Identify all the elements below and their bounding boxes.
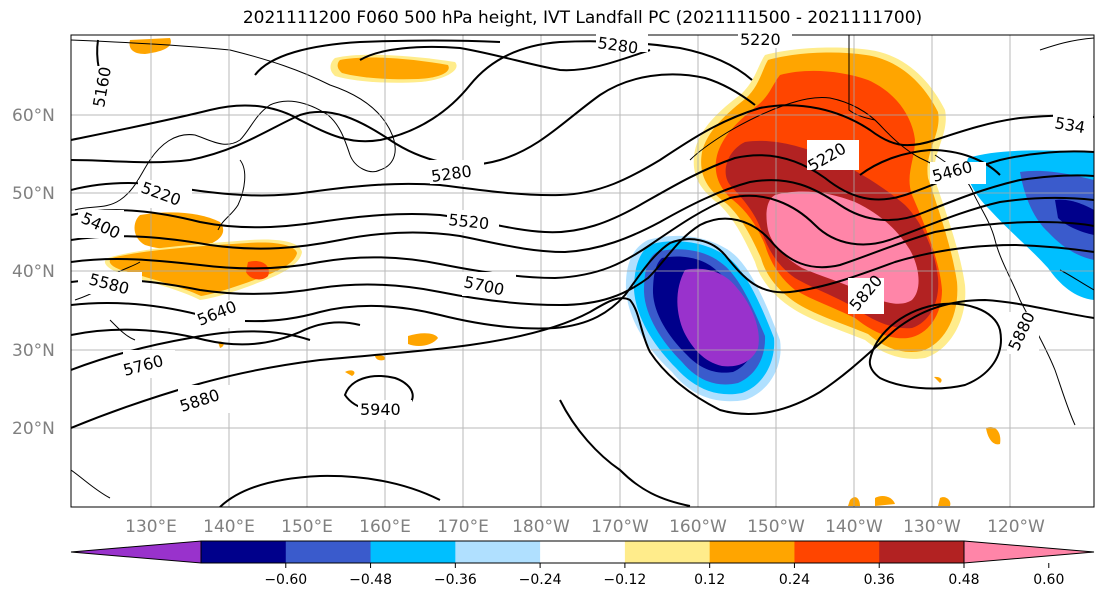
- contour-labels: 5160 5280 5220 534 5220 5280 5220 5400 5…: [78, 30, 1093, 420]
- colorbar-tick-label: 0.60: [1033, 572, 1064, 588]
- map-border: [70, 34, 1095, 508]
- lon-label: 130°W: [903, 517, 961, 537]
- lon-label: 160°W: [669, 517, 727, 537]
- lon-label: 170°E: [437, 517, 489, 537]
- colorbar-segment: [624, 541, 711, 563]
- longitude-labels: 130°E 140°E 150°E 160°E 170°E 180°W 170°…: [125, 517, 1045, 537]
- colorbar-tick-label: −0.36: [434, 572, 477, 588]
- lon-label: 140°W: [825, 517, 883, 537]
- lon-label: 130°E: [125, 517, 177, 537]
- map-title: 2021111200 F060 500 hPa height, IVT Land…: [242, 8, 923, 28]
- positive-ivt-patches: [104, 38, 1001, 506]
- latitude-labels: 60°N 50°N 40°N 30°N 20°N: [12, 106, 55, 439]
- colorbar-segment: [794, 541, 880, 563]
- contour-label-5520: 5520: [448, 210, 490, 233]
- colorbar-tick-label: 0.12: [694, 572, 725, 588]
- lon-label: 170°W: [591, 517, 649, 537]
- lon-label: 120°W: [987, 517, 1045, 537]
- colorbar-segment: [879, 541, 965, 563]
- colorbar-tick-label: −0.24: [519, 572, 562, 588]
- colorbar-extend-high: [963, 540, 1095, 564]
- lon-label: 150°E: [281, 517, 333, 537]
- lat-label: 50°N: [12, 184, 55, 204]
- colorbar: −0.60 −0.48 −0.36 −0.24 −0.12 0.12 0.24 0.36 0.4…: [70, 540, 1095, 588]
- colorbar-extend-low: [70, 540, 202, 564]
- lon-label: 150°W: [747, 517, 805, 537]
- colorbar-segment: [709, 541, 795, 563]
- colorbar-tick-label: −0.60: [264, 572, 307, 588]
- colorbar-segment: [540, 541, 626, 563]
- lat-label: 30°N: [12, 341, 55, 361]
- contour-label-5220-top: 5220: [740, 30, 781, 49]
- colorbar-tick-label: 0.48: [948, 572, 979, 588]
- lat-label: 20°N: [12, 419, 55, 439]
- lon-label: 140°E: [203, 517, 255, 537]
- colorbar-segment: [285, 541, 372, 563]
- colorbar-tick-label: −0.12: [603, 572, 646, 588]
- colorbar-segment: [455, 541, 541, 563]
- lat-label: 40°N: [12, 262, 55, 282]
- graticule: [71, 35, 1094, 507]
- lat-label: 60°N: [12, 106, 55, 126]
- colorbar-segment: [370, 541, 456, 563]
- coastlines: [71, 35, 1094, 499]
- lon-label: 160°E: [359, 517, 411, 537]
- colorbar-tick-label: −0.48: [349, 572, 392, 588]
- lon-label: 180°W: [512, 517, 570, 537]
- colorbar-tick-label: 0.24: [779, 572, 810, 588]
- height-contours: [71, 39, 1094, 507]
- contour-label-5940: 5940: [360, 400, 401, 419]
- colorbar-tick-label: 0.36: [864, 572, 895, 588]
- colorbar-segment: [201, 541, 287, 563]
